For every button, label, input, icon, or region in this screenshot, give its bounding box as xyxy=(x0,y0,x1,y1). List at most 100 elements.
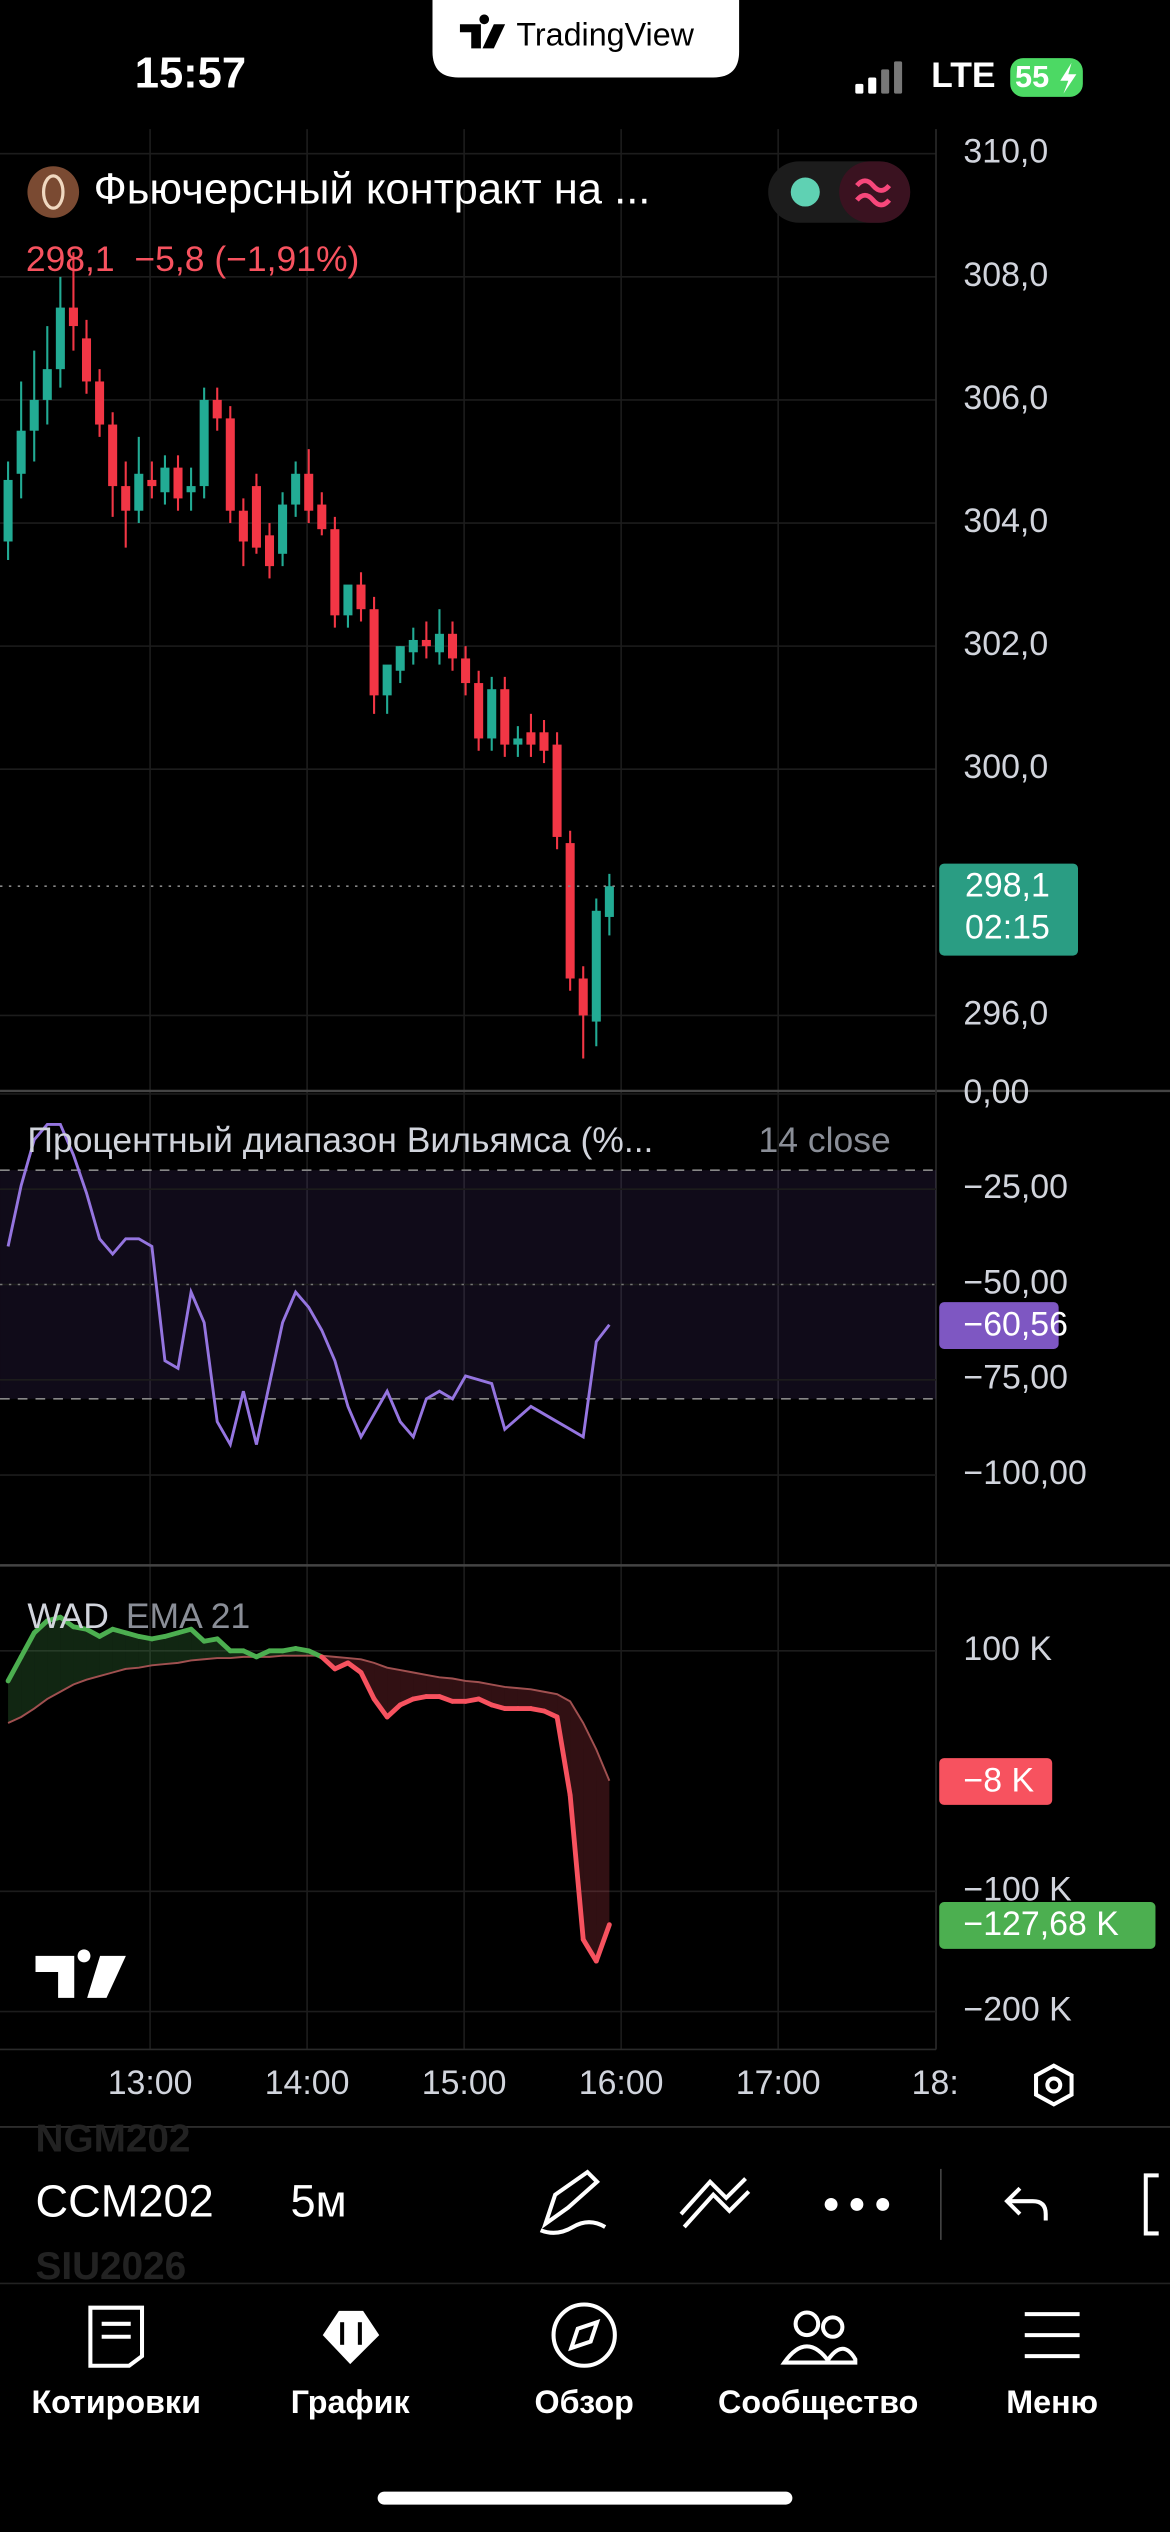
wad-ema-fill xyxy=(112,1629,126,1673)
y-tick-label: 304,0 xyxy=(963,502,1048,540)
candle-body xyxy=(513,738,523,745)
wad-segment xyxy=(31,1618,50,1636)
wad-segment xyxy=(358,1670,377,1702)
toggle-right xyxy=(839,161,911,223)
candle-body xyxy=(317,504,327,530)
wad-segment xyxy=(580,1937,599,1964)
draw-icon[interactable] xyxy=(539,2169,607,2235)
symbol-title[interactable]: Фьючерсный контракт на ... xyxy=(94,166,651,214)
wad-ema-fill xyxy=(191,1629,205,1661)
trend-icon[interactable] xyxy=(679,2177,751,2229)
wad-title: WAD xyxy=(27,1596,109,1636)
candle-body xyxy=(68,307,78,327)
wad-segment xyxy=(97,1626,116,1639)
more-icon[interactable] xyxy=(824,2197,890,2211)
y-tick-label: −50,00 xyxy=(963,1263,1068,1301)
watermark-logo xyxy=(35,1949,126,1998)
x-tick-label: 14:00 xyxy=(265,2064,350,2102)
candle-body xyxy=(421,639,431,647)
candle-body xyxy=(395,646,405,671)
candle-body xyxy=(447,633,458,659)
wad-segment xyxy=(567,1792,586,1942)
wad-ema-fill xyxy=(164,1632,179,1665)
chart-icon[interactable] xyxy=(322,2310,380,2365)
ema-last-box xyxy=(939,1758,1053,1805)
settings-icon[interactable] xyxy=(1034,2063,1074,2107)
fade xyxy=(238,2130,259,2284)
candle-body xyxy=(565,843,575,979)
wpr-title: Процентный диапазон Вильямса (%... xyxy=(27,1120,653,1160)
quotes-icon[interactable] xyxy=(88,2305,145,2368)
symbol-icon xyxy=(27,166,80,218)
wad-ema-fill xyxy=(465,1680,479,1702)
symbol-ghost: NGM202 xyxy=(36,2118,191,2161)
wad-ema-fill xyxy=(125,1632,139,1669)
menu-icon[interactable] xyxy=(1024,2312,1080,2359)
candle-body xyxy=(16,430,26,474)
chart-icon-candles xyxy=(340,2322,362,2345)
countdown: 02:15 xyxy=(965,909,1050,947)
wad-last-label: −127,68 K xyxy=(963,1905,1119,1943)
y-tick-label: −100 K xyxy=(963,1870,1072,1908)
y-tick-label: 308,0 xyxy=(963,256,1048,294)
candle-body xyxy=(304,473,314,511)
nav-label[interactable]: Меню xyxy=(1006,2384,1098,2420)
wad-segment xyxy=(57,1614,76,1630)
candle-body xyxy=(604,886,614,917)
wad-segment xyxy=(18,1630,37,1660)
candle-body xyxy=(3,479,13,542)
wad-segment xyxy=(554,1714,573,1798)
y-tick-label: −100,00 xyxy=(963,1454,1086,1492)
wad-last-box xyxy=(939,1902,1156,1949)
wad-ema-fill xyxy=(452,1678,466,1702)
bolt xyxy=(1060,62,1077,94)
wad-ema-fill xyxy=(34,1620,48,1709)
candle-body xyxy=(474,683,484,739)
nav-label[interactable]: График xyxy=(291,2384,411,2420)
ema-title: EMA 21 xyxy=(126,1596,250,1636)
x-tick-label: 15:00 xyxy=(422,2064,507,2102)
wpr-last-label: −60,56 xyxy=(963,1305,1068,1343)
candle-body xyxy=(369,609,379,696)
wad-ema-fill xyxy=(530,1689,545,1711)
y-tick-label: −25,00 xyxy=(963,1168,1068,1206)
ema-last-label: −8 K xyxy=(963,1761,1034,1799)
candle-body xyxy=(42,369,52,400)
y-tick-label: 306,0 xyxy=(963,379,1048,417)
toggle-waves xyxy=(855,178,892,208)
symbol-icon-bean xyxy=(41,174,65,210)
candle-body xyxy=(238,510,248,542)
wad-ema-fill xyxy=(178,1629,192,1663)
wad-ema-fill xyxy=(517,1688,531,1709)
wad-ema-fill xyxy=(491,1684,505,1709)
wad-ema-fill xyxy=(73,1626,87,1685)
chart-area: 13:00 14:00 15:00 16:00 17:00 18: 310,0 308,0 30… xyxy=(0,129,1170,2102)
wad-ema-fill xyxy=(86,1629,100,1680)
explore-icon[interactable] xyxy=(551,2302,617,2368)
candle-body xyxy=(526,732,536,745)
candle-body xyxy=(578,978,588,1016)
candle-body xyxy=(591,910,601,1022)
nav-label[interactable]: Обзор xyxy=(535,2384,634,2420)
wad-segment xyxy=(84,1626,102,1639)
symbol[interactable]: CCM202 xyxy=(36,2175,214,2226)
candle-body xyxy=(251,486,261,548)
undo-icon[interactable] xyxy=(1004,2186,1048,2221)
badge-logo xyxy=(459,14,506,49)
nav-label[interactable]: Сообщество xyxy=(718,2384,918,2420)
community-icon[interactable] xyxy=(780,2310,858,2365)
candle-body xyxy=(356,584,366,610)
explore-needle xyxy=(568,2319,601,2352)
y-tick-label: 0,00 xyxy=(963,1073,1029,1111)
signal xyxy=(855,61,903,94)
toggle-dot xyxy=(790,177,820,207)
wpr-line xyxy=(6,1122,611,1449)
fullscreen-icon[interactable] xyxy=(1143,2173,1159,2236)
nav-label[interactable]: Котировки xyxy=(31,2384,200,2420)
last-price-label: 298,1 xyxy=(965,867,1050,905)
network: LTE xyxy=(931,55,995,95)
x-tick-label: 16:00 xyxy=(579,2064,664,2102)
y-tick-label: 302,0 xyxy=(963,625,1048,663)
interval[interactable]: 5м xyxy=(290,2175,346,2226)
